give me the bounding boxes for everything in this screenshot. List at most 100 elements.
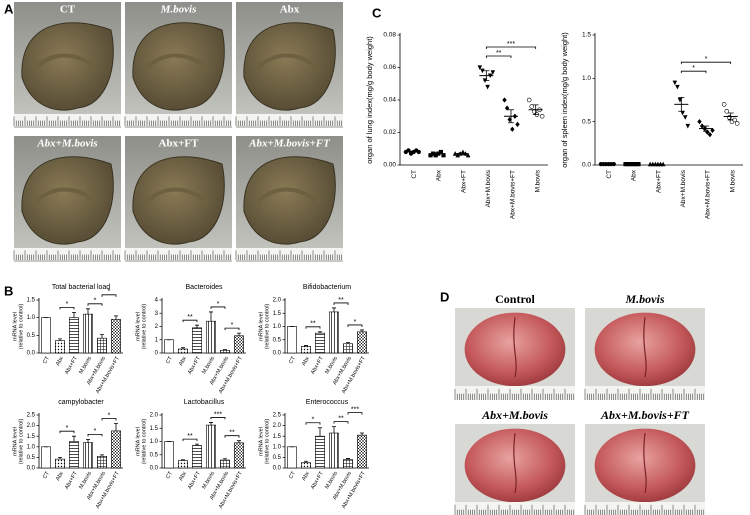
y-axis-label: organ of spleen index(mg/g body weight) [560,32,569,168]
x-tick-label: Abx [436,169,443,181]
error-bar [223,458,227,461]
y-axis-label: mRNA level [258,427,264,456]
x-tick-label: Abx [631,169,638,181]
y-tick-label: 0.00 [383,162,396,169]
bar-chart: 0.0 0.5 1.0 1.5 2.0 Bifidobacterium mRNA level… [258,284,369,395]
y-tick-label: 0 [155,351,159,357]
y-tick-label: 1.5 [150,426,159,432]
data-point [672,80,678,86]
significance-bracket [101,418,117,421]
significance-label: * [312,417,315,424]
significance-label: * [66,425,69,432]
y-tick-label: 0.06 [383,64,396,71]
significance-label: ** [187,314,193,321]
bar [343,459,353,469]
axis-line [399,33,548,166]
significance-label: * [94,428,97,435]
photo-label: Abx [280,4,300,16]
y-axis-label: mRNA level [135,312,141,341]
error-bar [678,97,685,112]
axis-line [594,33,743,166]
x-tick-label: M.bovis [324,356,339,376]
data-point [485,84,490,90]
significance-bracket [59,430,75,434]
x-tick-label: M.bovis [534,169,541,192]
significance-bracket [182,438,198,442]
bar [55,340,65,354]
data-point [724,108,730,114]
significance-bracket [182,319,198,323]
y-axis-label: (relative to control) [18,304,24,350]
data-point [510,126,515,132]
error-bar [223,349,227,351]
bar [178,348,188,354]
significance-label: * [108,289,111,296]
x-tick-label: M.bovis [78,471,93,491]
bar [192,445,202,469]
error-bar [100,454,104,457]
x-tick-label: CT [288,470,297,480]
significance-label: ** [496,50,502,57]
y-tick-label: 1.5 [27,298,36,304]
error-bar [727,112,734,121]
error-bar [434,152,440,155]
chart-title: Bifidobacterium [303,284,351,291]
x-tick-label: CT [288,355,297,365]
bar [192,327,202,354]
y-axis-label: (relative to control) [141,419,147,465]
colon-tissue [243,22,336,111]
y-tick-label: 2.0 [273,298,282,304]
data-point [529,104,535,109]
error-bar [237,332,241,336]
ruler [455,386,575,400]
significance-bracket [680,61,732,65]
colon-fold [145,187,210,206]
x-tick-label: CT [411,170,418,179]
x-tick-label: M.bovis [324,471,339,491]
data-point [480,68,485,74]
x-tick-label: CT [165,470,174,480]
colon-fold [256,187,321,206]
y-tick-label: 0.5 [150,452,159,458]
significance-bracket [87,303,103,306]
error-bar [360,432,364,436]
colon-tissue [21,22,114,111]
x-tick-label: M.bovis [201,471,216,491]
significance-bracket [485,46,537,49]
bar [111,319,121,354]
significance-label: * [66,301,69,308]
x-tick-label: CT [42,470,51,480]
bar-chart: 0.0 0.5 1.0 1.5 2.0 Lactobacillus mRNA level (r… [135,399,246,510]
significance-label: ** [338,416,344,423]
axis-line [161,298,246,354]
y-tick-label: 4 [155,298,159,304]
error-bar [209,422,213,426]
data-point [710,127,715,133]
x-tick-label: Abx [55,356,65,367]
y-tick-label: 2 [155,324,159,330]
error-bar [508,109,514,124]
data-point [526,97,532,103]
colon-tissue [132,156,225,245]
significance-bracket [210,306,226,309]
lung-photo [584,424,705,515]
chart-title: campylobacter [58,399,104,406]
error-bar [195,324,199,328]
bar [206,424,216,469]
bar [111,430,121,469]
colon-photo: Abx [235,2,343,128]
significance-label: *** [507,41,515,48]
data-point [721,102,727,107]
bar [206,320,216,354]
y-tick-label: 2.0 [27,423,36,429]
bar [234,335,244,354]
error-bar [181,459,185,461]
error-bar [58,338,62,341]
bar [329,311,339,354]
x-tick-label: Abx+M.bovis+FT [510,170,517,219]
significance-bracket [224,327,240,331]
error-bar [458,152,465,155]
bar [55,458,65,469]
bar [220,459,230,469]
ruler [14,114,121,126]
